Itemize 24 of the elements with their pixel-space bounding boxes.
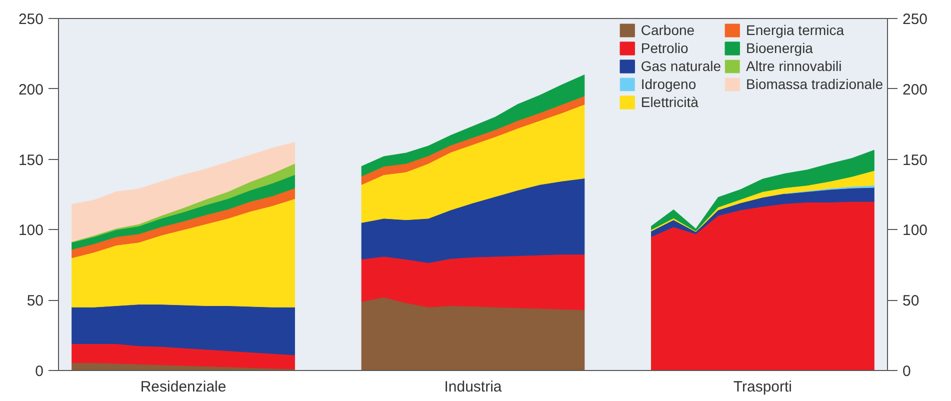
y2-tick-label: 150 [902,152,928,169]
y2-tick-label: 250 [902,11,928,28]
y2-tick-label: 200 [902,81,928,98]
legend-label: Carbone [640,22,695,38]
legend-label: Elettricità [640,94,698,110]
x-tick-label: Residenziale [140,378,226,396]
y-tick-label: 100 [18,222,44,240]
y-tick-label: 250 [18,11,44,28]
y-tick-label: 50 [26,292,44,310]
y2-tick-label: 0 [902,363,911,380]
legend-label: Biomassa tradizionale [746,76,883,92]
y2-tick-label: 50 [902,292,920,310]
y-tick-label: 150 [18,152,44,169]
legend-label: Energia termica [746,22,844,38]
legend-label: Petrolio [640,40,688,56]
legend-label: Bioenergia [746,40,813,56]
y-tick-label: 200 [18,81,44,98]
y2-tick-label: 100 [902,222,928,240]
x-tick-label: Industria [444,378,502,396]
legend-label: Altre rinnovabili [746,58,842,74]
legend-label: Gas naturale [640,58,722,74]
x-tick-label: Trasporti [733,378,792,396]
legend-label: Idrogeno [640,76,696,92]
y-tick-label: 0 [35,363,44,380]
